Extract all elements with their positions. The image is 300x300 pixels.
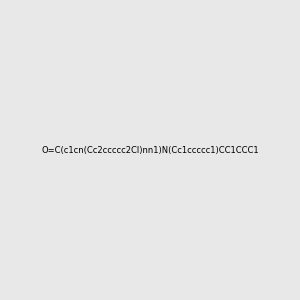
Text: O=C(c1cn(Cc2ccccc2Cl)nn1)N(Cc1ccccc1)CC1CCC1: O=C(c1cn(Cc2ccccc2Cl)nn1)N(Cc1ccccc1)CC1… xyxy=(41,146,259,154)
